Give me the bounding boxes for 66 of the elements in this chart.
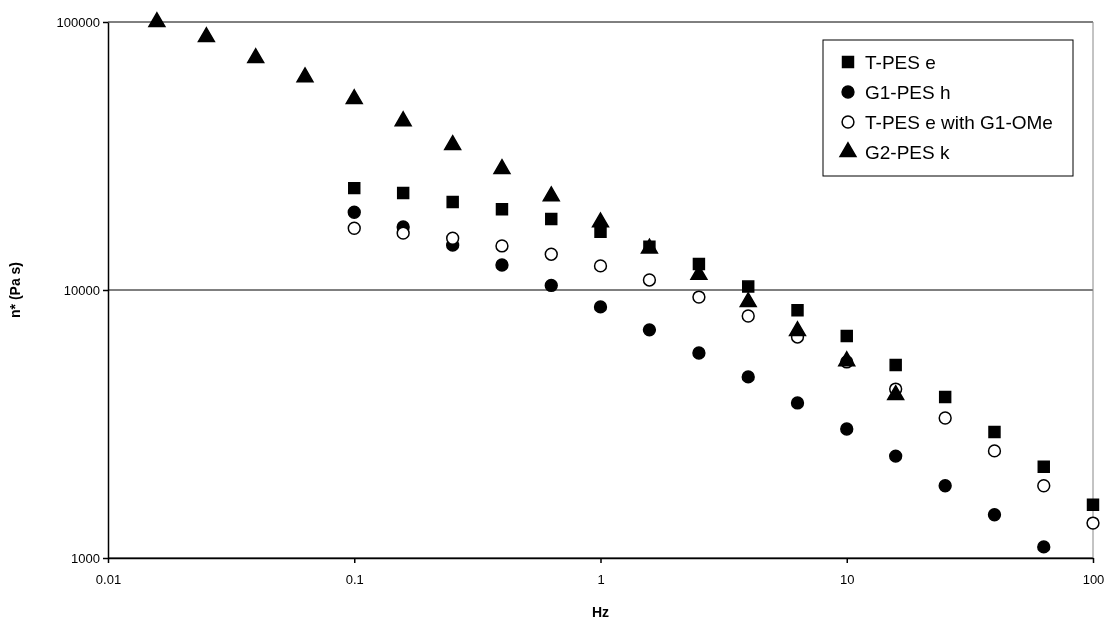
x-tick-label: 10 — [840, 572, 855, 588]
x-tick-label: 1 — [597, 572, 605, 588]
y-tick-label: 10000 — [63, 282, 100, 298]
x-axis-title: Hz — [591, 604, 610, 620]
point — [593, 300, 608, 314]
point — [544, 247, 558, 261]
point — [741, 370, 755, 384]
point — [1037, 540, 1051, 554]
point — [791, 303, 804, 317]
x-tick-label: 100 — [1082, 572, 1105, 588]
point — [1086, 516, 1100, 530]
point — [247, 48, 265, 64]
legend-label: G1-PES h — [865, 81, 951, 103]
point — [938, 411, 952, 425]
legend-label: T-PES e — [865, 51, 936, 73]
legend-label: T-PES e with G1-OMe — [865, 111, 1053, 133]
point — [394, 111, 412, 127]
point — [692, 346, 706, 360]
point — [345, 89, 363, 105]
point — [741, 309, 755, 323]
point — [593, 259, 608, 273]
point — [493, 158, 511, 175]
point — [739, 292, 757, 308]
point — [1086, 498, 1100, 511]
point — [642, 273, 657, 287]
point — [988, 425, 1001, 439]
point — [443, 134, 462, 151]
point — [591, 212, 610, 228]
point — [348, 181, 361, 195]
point — [642, 323, 657, 337]
point — [987, 444, 1002, 458]
point — [838, 351, 856, 367]
point — [938, 390, 952, 404]
legend-label: G2-PES k — [865, 141, 950, 163]
point — [544, 278, 558, 293]
point — [347, 221, 361, 235]
y-tick-label: 100000 — [56, 14, 100, 30]
point — [396, 186, 410, 200]
point — [790, 396, 805, 410]
x-tick-label: 0.01 — [95, 572, 122, 588]
point — [889, 449, 903, 463]
point — [840, 422, 854, 436]
point — [347, 205, 361, 219]
point — [692, 290, 706, 304]
point — [542, 186, 560, 202]
point — [1037, 460, 1050, 473]
point — [938, 479, 952, 493]
point — [987, 508, 1002, 522]
point — [446, 195, 459, 209]
point — [1037, 479, 1051, 493]
y-tick-label: 1000 — [71, 550, 100, 566]
point — [741, 280, 755, 293]
point — [889, 358, 902, 372]
point — [446, 231, 460, 245]
point — [495, 203, 509, 216]
point — [197, 27, 216, 43]
point — [396, 226, 410, 240]
point — [495, 258, 509, 272]
point — [296, 67, 314, 83]
x-tick-label: 0.1 — [345, 572, 364, 588]
point — [545, 212, 558, 226]
y-axis-title: n* (Pa s) — [7, 261, 23, 319]
point — [148, 12, 166, 28]
point — [840, 329, 853, 343]
point — [495, 239, 509, 253]
point — [788, 321, 807, 337]
